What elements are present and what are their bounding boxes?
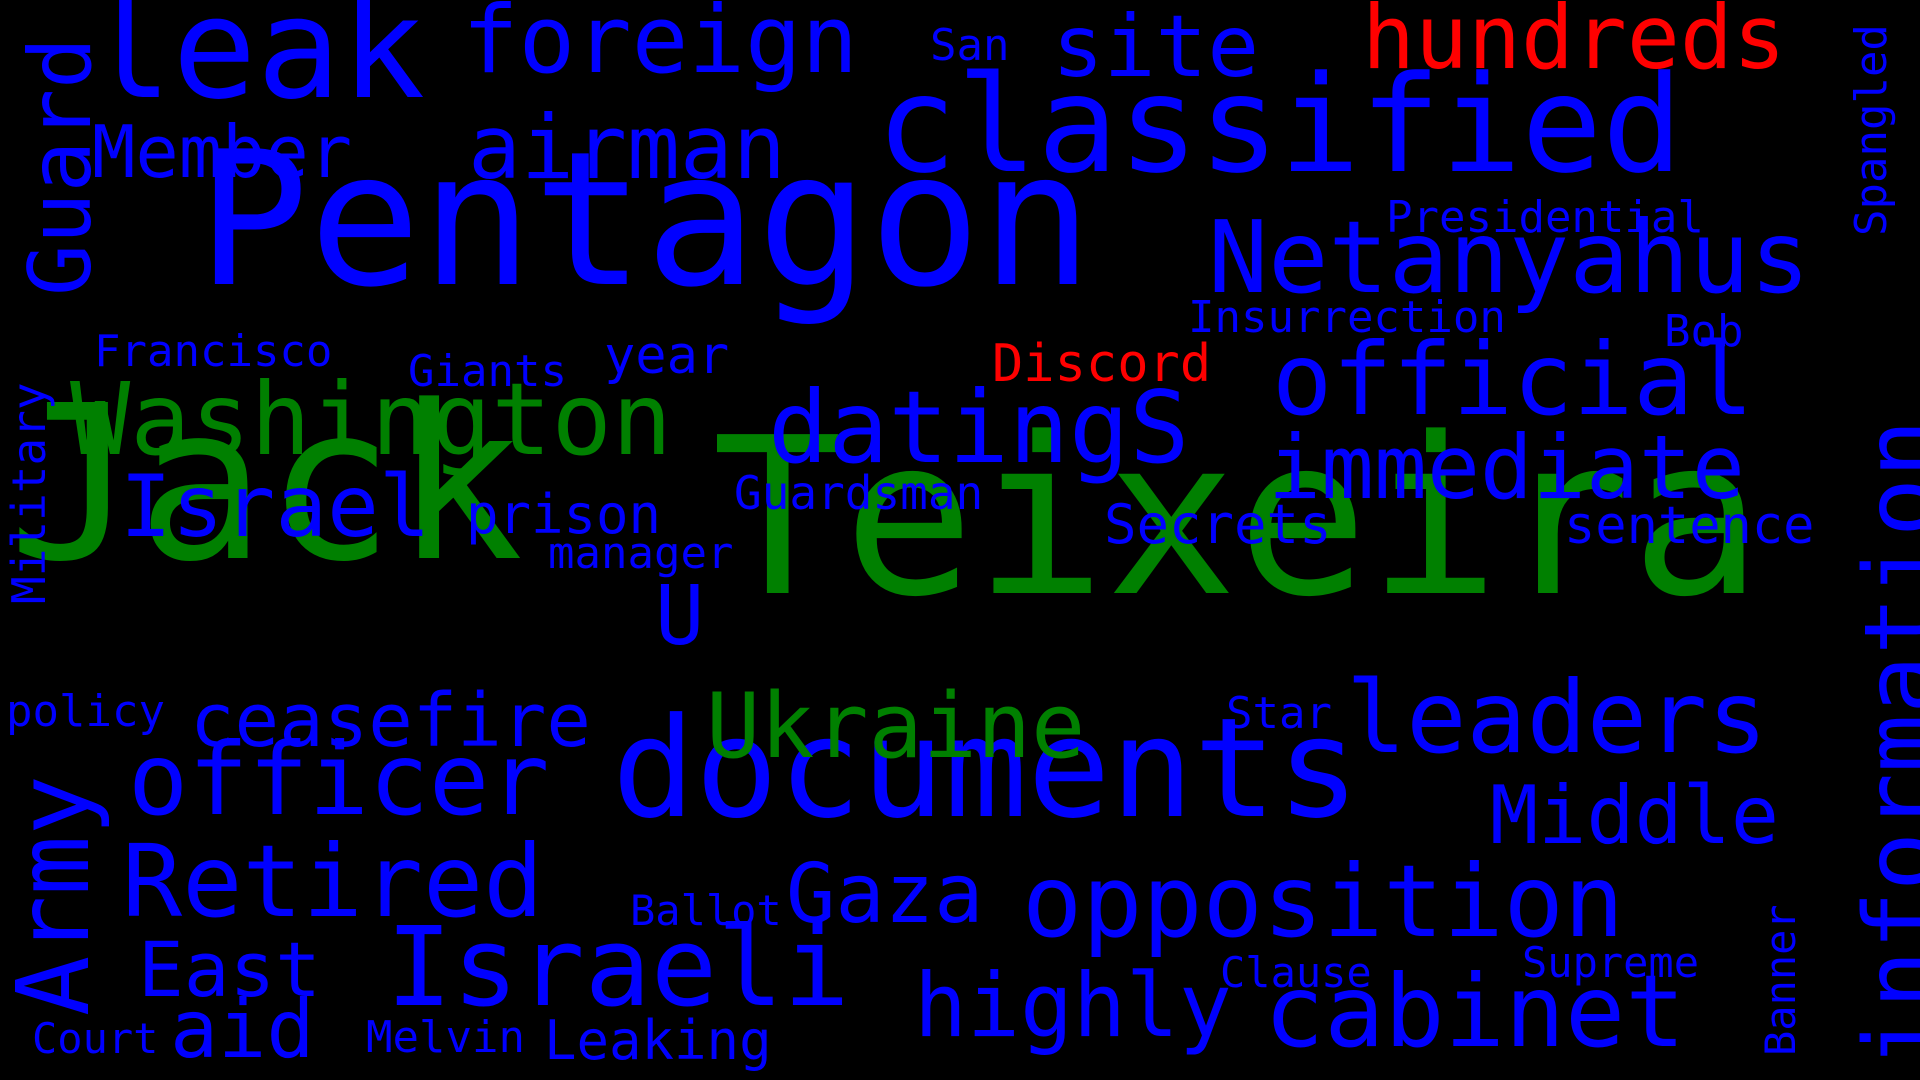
word-clause: Clause	[1220, 948, 1372, 997]
word-official: official	[1272, 321, 1754, 438]
word-officer: officer	[128, 721, 550, 838]
word-banner: Banner	[1756, 904, 1805, 1056]
word-spangled: Spangled	[1846, 24, 1897, 236]
word-gaza: Gaza	[786, 847, 984, 942]
word-teixeira: Teixeira	[712, 392, 1762, 645]
word-manager: manager	[548, 528, 734, 579]
word-classified: classified	[876, 47, 1683, 203]
word-court: Court	[32, 1014, 159, 1063]
word-bob: Bob	[1664, 306, 1744, 357]
word-ceasefire: ceasefire	[190, 678, 591, 764]
word-washington: Washington	[70, 361, 673, 478]
word-retired: Retired	[122, 823, 544, 940]
word-opposition: opposition	[1022, 843, 1625, 960]
word-ukraine: Ukraine	[706, 674, 1086, 779]
word-army: Army	[0, 775, 112, 1016]
word-information: information	[1844, 418, 1920, 1068]
word-military: Military	[2, 382, 56, 604]
word-highly: highly	[914, 954, 1232, 1057]
word-immediate: immediate	[1268, 416, 1745, 519]
word-leaders: leaders	[1346, 659, 1768, 776]
word-member: Member	[92, 110, 353, 194]
word-supreme: Supreme	[1522, 938, 1700, 987]
word-leaking: Leaking	[544, 1009, 772, 1072]
word-sentence: sentence	[1564, 496, 1815, 556]
word-cabinet: cabinet	[1264, 953, 1686, 1070]
word-ballot: Ballot	[630, 886, 782, 935]
word-israel: Israel	[120, 457, 431, 557]
word-discord: Discord	[992, 334, 1212, 394]
word-jack: Jack	[8, 360, 524, 609]
word-documents: documents	[612, 688, 1360, 849]
word-pentagon: Pentagon	[197, 111, 1093, 328]
word-leak: leak	[88, 0, 426, 131]
word-year: year	[604, 326, 730, 386]
word-airman: airman	[468, 96, 786, 199]
word-middle: Middle	[1490, 769, 1779, 862]
word-policy: policy	[6, 686, 165, 737]
word-hundreds: hundreds	[1362, 0, 1786, 89]
word-insurrection: Insurrection	[1188, 292, 1506, 343]
word-secrets: Secrets	[1104, 493, 1332, 556]
word-site: site	[1052, 0, 1260, 97]
word-presidential: Presidential	[1386, 192, 1704, 243]
word-east: East	[138, 925, 322, 1014]
word-prison: prison	[466, 483, 662, 546]
word-francisco: Francisco	[94, 326, 333, 377]
word-giants: Giants	[408, 346, 567, 397]
word-star: Star	[1226, 688, 1332, 739]
word-netanyahus: Netanyahus	[1208, 199, 1811, 316]
word-guardsman: Guardsman	[734, 466, 984, 520]
word-melvin: Melvin	[366, 1012, 525, 1063]
word-datings: datingS	[768, 369, 1190, 486]
word-aid: aid	[170, 983, 315, 1076]
word-san: San	[930, 20, 1010, 71]
word-u: U	[655, 569, 705, 664]
word-guard: Guard	[11, 37, 111, 296]
word-israeli: Israeli	[386, 903, 850, 1031]
word-foreign: foreign	[462, 0, 859, 95]
